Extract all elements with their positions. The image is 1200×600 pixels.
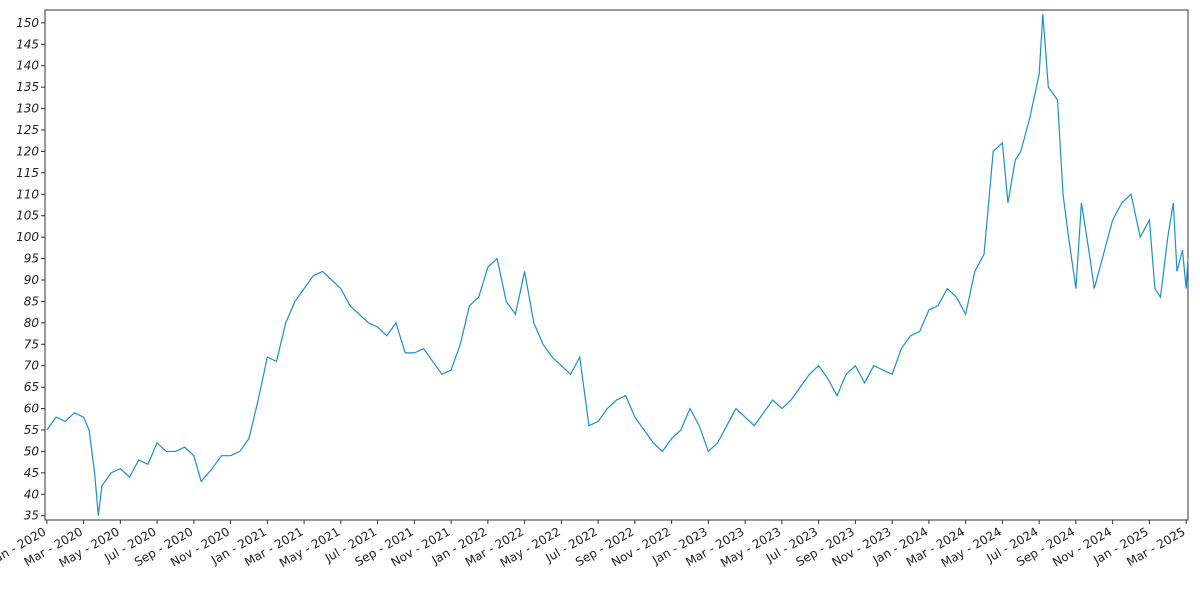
y-tick-label: 110	[16, 187, 39, 201]
y-tick-label: 140	[16, 59, 39, 73]
y-tick-label: 40	[24, 487, 40, 501]
plot-frame	[44, 9, 1189, 521]
y-tick-label: 150	[16, 16, 39, 30]
y-tick-label: 105	[16, 209, 39, 223]
y-tick-label: 100	[16, 230, 39, 244]
y-tick-label: 85	[24, 294, 39, 308]
y-tick-label: 60	[24, 402, 40, 416]
y-tick-label: 125	[16, 123, 39, 137]
y-tick-label: 120	[16, 144, 39, 158]
y-tick-label: 145	[16, 37, 39, 51]
y-tick-label: 135	[16, 80, 39, 94]
y-tick-label: 45	[24, 466, 39, 480]
y-tick-label: 50	[24, 444, 40, 458]
y-tick-label: 90	[24, 273, 40, 287]
y-tick-label: 80	[24, 316, 40, 330]
y-tick-label: 55	[24, 423, 39, 437]
y-tick-label: 130	[16, 102, 39, 116]
y-tick-label: 95	[24, 252, 39, 266]
y-tick-label: 115	[16, 166, 39, 180]
y-tick-label: 65	[24, 380, 39, 394]
line	[46, 14, 1189, 516]
y-tick-label: 70	[24, 359, 40, 373]
y-tick-label: 75	[24, 337, 39, 351]
y-tick-label: 35	[24, 509, 39, 523]
